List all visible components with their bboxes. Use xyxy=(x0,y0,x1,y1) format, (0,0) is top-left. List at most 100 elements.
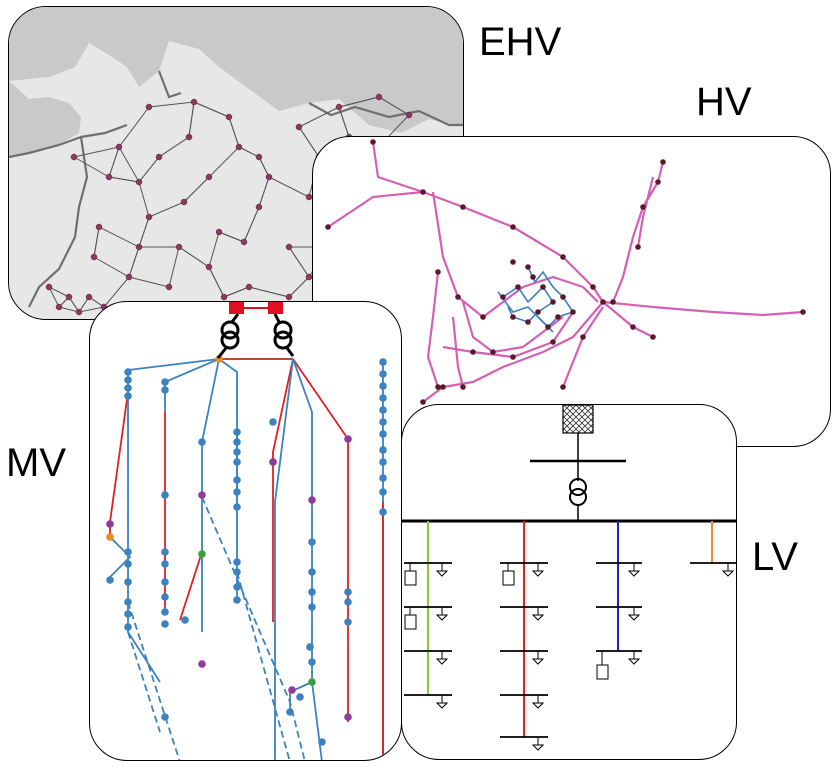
ehv-line xyxy=(48,286,60,308)
hv-node xyxy=(560,384,566,390)
hv-node xyxy=(635,244,641,250)
ehv-node xyxy=(145,103,153,111)
mv-network xyxy=(106,302,387,760)
ehv-line xyxy=(188,101,195,138)
transformer-icon xyxy=(220,330,240,350)
house-icon xyxy=(404,614,417,630)
mv-node xyxy=(379,394,387,402)
mv-node xyxy=(233,488,241,496)
transformer-icon xyxy=(220,320,240,340)
mv-node xyxy=(198,550,206,558)
mv-node xyxy=(379,382,387,390)
hv-node xyxy=(510,314,516,320)
hv-line xyxy=(611,161,665,303)
mv-node xyxy=(106,576,114,584)
ehv-line xyxy=(218,231,245,243)
ehv-node xyxy=(175,243,183,251)
transformer-lead xyxy=(216,313,295,359)
hv-node xyxy=(460,204,466,210)
hv-node xyxy=(535,309,541,315)
mv-node xyxy=(233,438,241,446)
mv-node xyxy=(344,435,352,443)
mv-node xyxy=(161,386,169,394)
mv-node xyxy=(344,588,352,596)
hv-node xyxy=(420,189,426,195)
hv-node xyxy=(560,254,566,260)
ehv-line xyxy=(93,226,100,258)
ehv-node xyxy=(65,293,73,301)
ehv-line xyxy=(338,96,380,108)
ehv-node xyxy=(145,213,153,221)
ehv-line xyxy=(148,101,195,108)
transformer-icon xyxy=(273,320,293,340)
mv-node xyxy=(233,568,241,576)
ehv-line xyxy=(238,146,260,158)
ehv-line xyxy=(118,146,140,183)
mv-node xyxy=(379,370,387,378)
mv-line xyxy=(109,536,132,578)
mv-line xyxy=(201,358,220,452)
load-arrow-icon xyxy=(435,607,449,621)
ehv-line xyxy=(378,96,410,116)
mv-node xyxy=(124,560,132,568)
hv-node xyxy=(570,309,576,315)
ehv-line xyxy=(268,176,310,198)
hv-node xyxy=(510,354,516,360)
ehv-line xyxy=(73,156,110,178)
mv-panel xyxy=(89,301,402,761)
ehv-border xyxy=(9,70,463,308)
ehv-line xyxy=(108,176,140,183)
ehv-node xyxy=(285,243,293,251)
mv-node xyxy=(288,686,296,694)
mv-node xyxy=(233,596,241,604)
mv-node xyxy=(106,533,114,541)
load-arrow-icon xyxy=(721,563,735,577)
hv-node xyxy=(480,314,486,320)
mv-node xyxy=(233,503,241,511)
mv-node xyxy=(269,418,277,426)
mv-node xyxy=(124,368,132,376)
mv-node xyxy=(308,538,316,546)
ehv-line xyxy=(208,266,225,298)
ehv-node xyxy=(125,273,133,281)
mv-node xyxy=(198,438,206,446)
hv-node xyxy=(580,334,586,340)
mv-node xyxy=(198,660,206,668)
mv-line xyxy=(179,551,203,621)
mv-node xyxy=(233,458,241,466)
transformer-icon xyxy=(273,330,293,350)
mv-node xyxy=(308,658,316,666)
mv-node xyxy=(124,392,132,400)
ehv-node xyxy=(220,293,228,301)
hv-node xyxy=(510,259,516,265)
ehv-node xyxy=(335,103,343,111)
ehv-line xyxy=(128,276,170,288)
ehv-node xyxy=(45,283,53,291)
mv-node xyxy=(124,578,132,586)
mv-node xyxy=(379,474,387,482)
mv-node xyxy=(161,620,169,628)
hv-line xyxy=(426,271,440,388)
hv-node xyxy=(550,339,556,345)
load-arrow-icon xyxy=(435,651,449,665)
ehv-node xyxy=(70,153,78,161)
mv-node xyxy=(344,713,352,721)
load-arrow-icon xyxy=(531,651,545,665)
mv-node xyxy=(161,578,169,586)
mv-node xyxy=(161,593,169,601)
hv-node xyxy=(600,299,606,305)
load-arrow-icon xyxy=(531,563,545,577)
hv-node xyxy=(525,264,531,270)
ehv-node xyxy=(75,308,83,316)
ehv-line xyxy=(288,276,310,298)
mv-line xyxy=(292,358,323,760)
mv-node xyxy=(124,548,132,556)
mv-line xyxy=(274,358,294,760)
load-arrow-icon xyxy=(627,563,641,577)
mv-dashed-line xyxy=(127,601,181,760)
ehv-node xyxy=(135,243,143,251)
hv-node xyxy=(560,294,566,300)
ehv-line xyxy=(183,176,210,203)
mv-node xyxy=(379,508,387,516)
ehv-node xyxy=(115,143,123,151)
